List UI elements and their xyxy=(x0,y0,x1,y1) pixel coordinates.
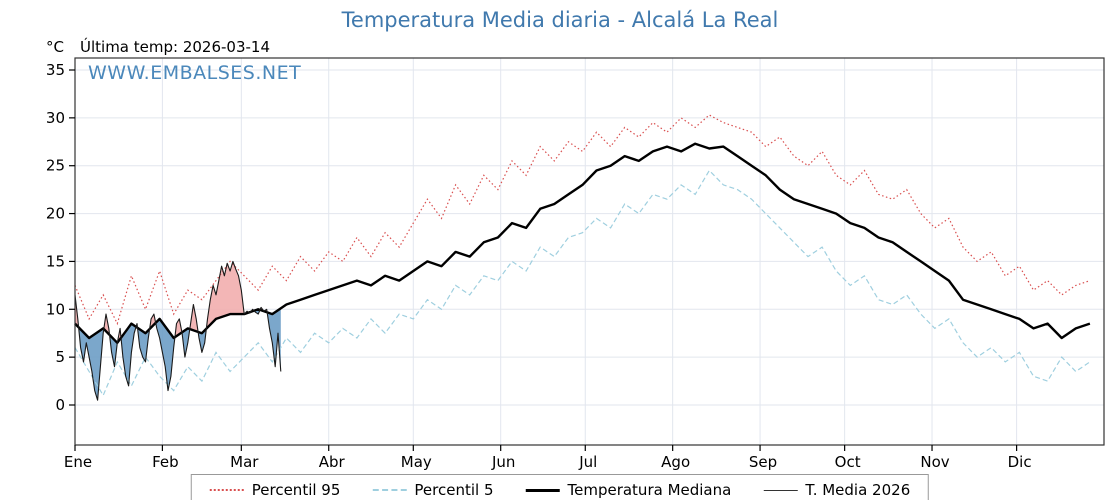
percentil-5-line-icon xyxy=(372,489,407,491)
x-tick-label: Nov xyxy=(920,453,949,471)
legend-item-t-media-2026: T. Media 2026 xyxy=(763,481,910,499)
y-tick-label: 30 xyxy=(46,109,65,127)
y-tick-label: 15 xyxy=(46,252,65,270)
y-axis-unit-label: °C xyxy=(46,38,64,56)
y-tick-label: 25 xyxy=(46,157,65,175)
x-tick-label: Feb xyxy=(152,453,179,471)
x-tick-label: May xyxy=(401,453,432,471)
percentil-95-line-icon xyxy=(209,489,244,491)
mediana-line-icon xyxy=(525,488,560,492)
legend: Percentil 95 Percentil 5 Temperatura Med… xyxy=(190,474,930,500)
page-title: Temperatura Media diaria - Alcalá La Rea… xyxy=(341,8,779,32)
legend-label-t-media-2026: T. Media 2026 xyxy=(805,481,911,499)
x-tick-label: Jun xyxy=(491,453,515,471)
legend-item-percentil-5: Percentil 5 xyxy=(372,481,493,499)
x-tick-label: Oct xyxy=(835,453,861,471)
x-tick-label: Jul xyxy=(578,453,597,471)
watermark: WWW.EMBALSES.NET xyxy=(88,62,302,84)
legend-label-percentil-95: Percentil 95 xyxy=(251,481,341,499)
x-tick-label: Ene xyxy=(64,453,92,471)
t-media-2026-line-icon xyxy=(763,489,798,491)
legend-label-percentil-5: Percentil 5 xyxy=(414,481,494,499)
y-tick-label: 35 xyxy=(46,61,65,79)
y-tick-label: 20 xyxy=(46,205,65,223)
y-tick-label: 5 xyxy=(55,348,65,366)
legend-item-mediana: Temperatura Mediana xyxy=(525,481,731,499)
x-tick-label: Mar xyxy=(230,453,259,471)
x-tick-label: Ago xyxy=(661,453,690,471)
legend-item-percentil-95: Percentil 95 xyxy=(209,481,341,499)
legend-label-mediana: Temperatura Mediana xyxy=(567,481,732,499)
last-temp-label: Última temp: 2026-03-14 xyxy=(80,38,271,56)
x-tick-label: Sep xyxy=(749,453,777,471)
y-tick-label: 0 xyxy=(55,396,65,414)
x-tick-label: Abr xyxy=(319,453,346,471)
y-tick-label: 10 xyxy=(46,300,65,318)
x-tick-label: Dic xyxy=(1008,453,1032,471)
